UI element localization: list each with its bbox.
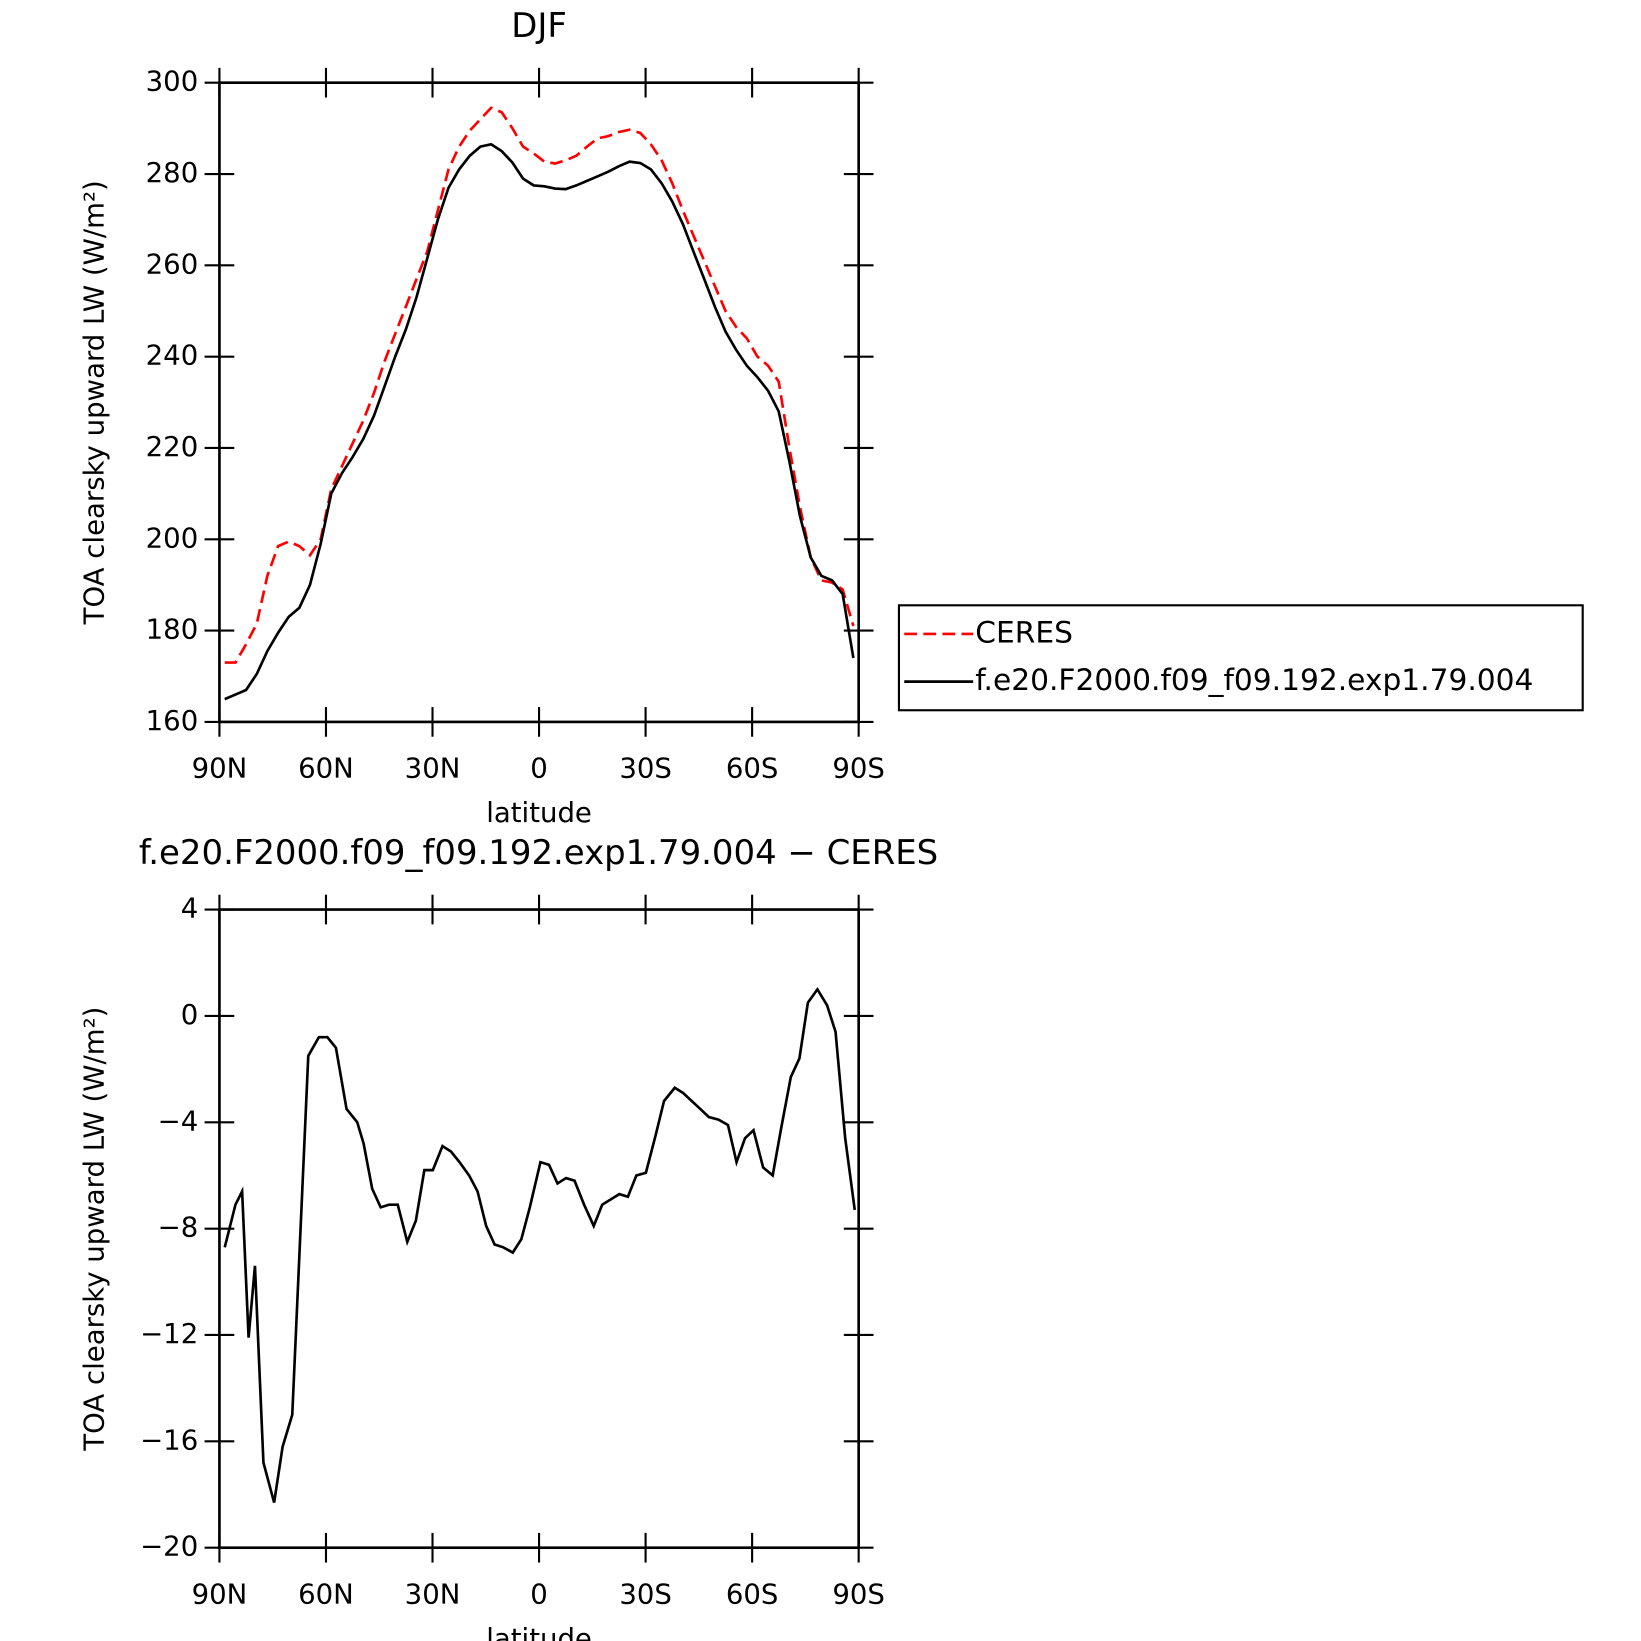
x-axis-label: latitude <box>486 797 592 829</box>
x-tick-label: 90S <box>832 1578 885 1610</box>
y-tick-label: 180 <box>146 614 199 646</box>
x-tick-label: 60S <box>726 753 779 785</box>
y-tick-label: 4 <box>181 893 199 925</box>
y-tick-label: 220 <box>146 431 199 463</box>
legend-label: CERES <box>975 614 1073 649</box>
chart-title: f.e20.F2000.f09_f09.192.exp1.79.004 − CE… <box>139 833 938 872</box>
x-tick-label: 30N <box>405 753 461 785</box>
x-tick-label: 90S <box>832 753 885 785</box>
x-tick-label: 0 <box>530 753 548 785</box>
data-line <box>224 106 855 664</box>
x-tick-label: 90N <box>192 1578 248 1610</box>
x-tick-label: 60N <box>298 1578 354 1610</box>
plot-frame <box>218 81 860 724</box>
x-tick-label: 30S <box>619 1578 672 1610</box>
legend-label: f.e20.F2000.f09_f09.192.exp1.79.004 <box>975 662 1533 697</box>
data-line <box>224 142 855 701</box>
y-tick-label: 240 <box>146 340 199 372</box>
legend-box <box>897 604 1584 712</box>
y-tick-label: 200 <box>146 522 199 554</box>
y-tick-label: 160 <box>146 705 199 737</box>
y-tick-label: 280 <box>146 157 199 189</box>
x-tick-label: 30N <box>405 1578 461 1610</box>
y-tick-label: 260 <box>146 248 199 280</box>
x-tick-label: 30S <box>619 753 672 785</box>
y-tick-label: −12 <box>140 1318 198 1350</box>
y-tick-label: −4 <box>158 1105 199 1137</box>
y-tick-label: −8 <box>158 1212 199 1244</box>
y-tick-label: −20 <box>140 1531 198 1563</box>
x-axis-label: latitude <box>486 1623 592 1641</box>
x-tick-label: 60S <box>726 1578 779 1610</box>
y-tick-label: −16 <box>140 1424 198 1456</box>
y-axis-label: TOA clearsky upward LW (W/m²) <box>78 1007 110 1452</box>
x-tick-label: 90N <box>192 753 248 785</box>
x-tick-label: 0 <box>530 1578 548 1610</box>
x-tick-label: 60N <box>298 753 354 785</box>
data-line <box>223 986 857 1503</box>
plot-frame <box>218 908 860 1550</box>
y-tick-label: 0 <box>181 999 199 1031</box>
y-axis-label: TOA clearsky upward LW (W/m²) <box>78 180 110 625</box>
y-tick-label: 300 <box>146 66 199 98</box>
chart-title: DJF <box>511 6 567 45</box>
